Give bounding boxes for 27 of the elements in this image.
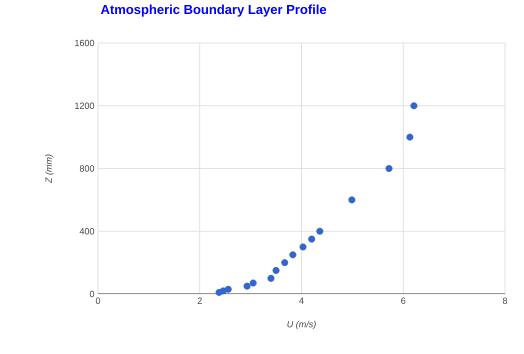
chart-title: Atmospheric Boundary Layer Profile xyxy=(100,4,326,17)
point xyxy=(316,228,324,235)
point xyxy=(281,259,288,266)
x-tick-label: 4 xyxy=(299,298,304,304)
point xyxy=(224,286,232,293)
point xyxy=(308,236,316,243)
y-tick-label: 1600 xyxy=(75,40,94,46)
x-tick-label: 8 xyxy=(502,298,508,304)
point xyxy=(267,274,274,282)
x-tick-label: 0 xyxy=(96,298,100,304)
point xyxy=(272,266,280,274)
point xyxy=(386,165,393,172)
x-tick-label: 2 xyxy=(198,298,202,304)
y-tick-label: 400 xyxy=(80,228,94,234)
y-tick-label: 800 xyxy=(80,165,94,172)
y-tick-label: 1200 xyxy=(75,102,94,109)
point xyxy=(250,280,257,287)
point xyxy=(348,196,356,204)
point xyxy=(406,134,414,141)
x-axis-title: U (m/s) xyxy=(287,320,316,330)
x-tick-label: 6 xyxy=(401,298,406,304)
y-tick-label: 0 xyxy=(90,290,94,298)
y-axis-title: Z (mm) xyxy=(45,154,54,184)
point xyxy=(300,243,307,250)
point xyxy=(289,251,296,258)
point xyxy=(410,102,418,110)
point xyxy=(244,282,251,290)
